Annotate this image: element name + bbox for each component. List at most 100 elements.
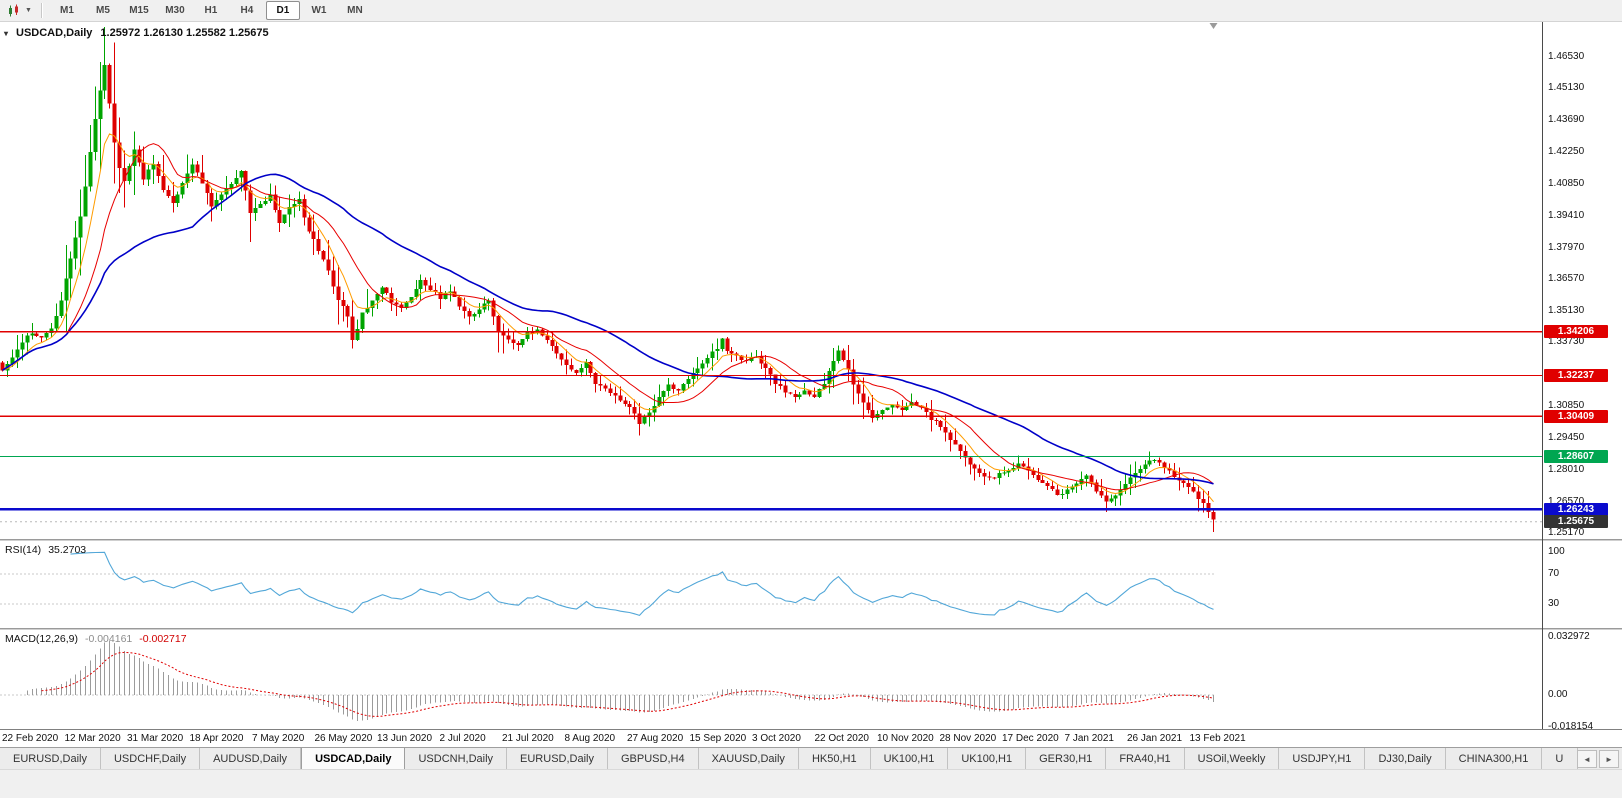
symbol-tab-usoil-weekly-13[interactable]: USOil,Weekly	[1184, 748, 1280, 769]
symbol-tab-label: USOil,Weekly	[1197, 752, 1266, 765]
timeframe-button-w1[interactable]: W1	[311, 5, 327, 16]
price-axis-separator	[1542, 22, 1543, 729]
macd-main-value: -0.004161	[84, 633, 133, 645]
price-axis-label: 1.46530	[1548, 51, 1585, 62]
price-axis-label: 1.39410	[1548, 209, 1585, 221]
symbol-tab-hk50-h1-8[interactable]: HK50,H1	[798, 748, 871, 769]
resistance-line-badge[interactable]: 1.32237	[1544, 369, 1608, 382]
symbol-tab-label: DJ30,Daily	[1378, 752, 1432, 765]
price-axis-label: 1.43690	[1548, 114, 1585, 126]
price-axis-label: 1.30850	[1548, 400, 1585, 412]
symbol-tab-label: USDCAD,Daily	[315, 752, 392, 765]
symbol-tab-label: GBPUSD,H4	[621, 752, 685, 765]
rsi-indicator-chart[interactable]	[0, 541, 1542, 628]
macd-label: MACD(12,26,9) -0.004161 -0.002717	[5, 633, 187, 645]
symbol-tab-china300-h1-16[interactable]: CHINA300,H1	[1445, 748, 1543, 769]
symbol-tab-label: HK50,H1	[811, 752, 857, 765]
date-axis-label: 31 Mar 2020	[127, 733, 184, 744]
toolbar-caret-icon[interactable]: ▼	[25, 7, 32, 14]
date-axis-label: 22 Oct 2020	[814, 733, 869, 744]
symbol-tab-dj30-daily-15[interactable]: DJ30,Daily	[1365, 748, 1446, 769]
date-axis-label: 28 Nov 2020	[939, 733, 997, 744]
symbol-tab-label: CHINA300,H1	[1458, 752, 1529, 765]
rsi-value: 35.2703	[48, 544, 87, 556]
symbol-tab-usdcnh-daily-4[interactable]: USDCNH,Daily	[405, 748, 508, 769]
timeframe-button-m1[interactable]: M1	[59, 5, 74, 16]
price-axis-label: 1.29450	[1548, 431, 1585, 443]
price-axis-label: 1.42250	[1548, 146, 1585, 158]
date-axis-label: 18 Apr 2020	[189, 733, 244, 744]
macd-axis-label: -0.018154	[1548, 721, 1594, 732]
price-axis-label: 1.35130	[1548, 305, 1585, 317]
support-line-badge[interactable]: 1.26243	[1544, 502, 1608, 516]
timeframe-button-m30[interactable]: M30	[165, 5, 185, 16]
timeframe-button-d1[interactable]: D1	[265, 1, 300, 20]
date-axis-label: 21 Jul 2020	[502, 733, 554, 744]
symbol-tab-usdjpy-h1-14[interactable]: USDJPY,H1	[1279, 748, 1366, 769]
symbol-tab-ger30-h1-11[interactable]: GER30,H1	[1026, 748, 1107, 769]
toolbar-separator	[40, 3, 43, 18]
main-price-chart[interactable]	[0, 22, 1542, 539]
resistance-line-badge[interactable]: 1.34206	[1544, 325, 1608, 339]
chart-style-icon[interactable]	[4, 2, 24, 20]
candlestick-glyph	[9, 4, 18, 16]
status-strip	[0, 769, 1622, 798]
resistance-line-badge[interactable]: 1.30409	[1544, 409, 1608, 423]
macd-signal-value: -0.002717	[139, 633, 187, 645]
price-axis-label: 1.26570	[1548, 495, 1585, 507]
symbol-tab-uk100-h1-10[interactable]: UK100,H1	[948, 748, 1027, 769]
date-axis-label: 26 Jan 2021	[1127, 733, 1183, 744]
symbol-tab-label: U	[1555, 752, 1564, 765]
current-price-badge: 1.25675	[1544, 515, 1608, 529]
price-axis-label: 1.40850	[1548, 177, 1585, 189]
symbol-tab-gbpusd-h4-6[interactable]: GBPUSD,H4	[608, 748, 699, 769]
tabs-scroll-left-button[interactable]: ◄	[1577, 750, 1597, 768]
price-axis-label: 1.33730	[1548, 336, 1585, 348]
timeframe-button-m15[interactable]: M15	[129, 5, 149, 16]
symbol-tab-label: UK100,H1	[961, 752, 1013, 765]
symbol-tab-label: EURUSD,Daily	[520, 752, 594, 765]
symbol-tab-label: USDCNH,Daily	[418, 752, 494, 765]
price-axis-label: 1.25170	[1548, 527, 1585, 538]
rsi-label: RSI(14) 35.2703	[5, 544, 86, 556]
symbol-tab-audusd-daily-2[interactable]: AUDUSD,Daily	[200, 748, 302, 769]
timeframe-button-m5[interactable]: M5	[95, 5, 110, 16]
tab-navigation: ◄ ►	[1577, 750, 1619, 768]
panel-splitter[interactable]	[0, 628, 1622, 630]
symbol-tab-fra40-h1-12[interactable]: FRA40,H1	[1106, 748, 1185, 769]
symbol-tab-eurusd-daily-5[interactable]: EURUSD,Daily	[507, 748, 608, 769]
date-axis[interactable]: 22 Feb 2020 12 Mar 2020 31 Mar 2020 18 Apr …	[0, 729, 1622, 747]
macd-axis-label: 0.032972	[1548, 631, 1590, 642]
symbol-tab-usdcad-daily-3[interactable]: USDCAD,Daily	[301, 748, 406, 769]
macd-axis-label: 0.00	[1548, 689, 1568, 701]
symbol-tab-uk100-h1-9[interactable]: UK100,H1	[870, 748, 949, 769]
symbol-tab-xauusd-daily-7[interactable]: XAUUSD,Daily	[698, 748, 799, 769]
chart-title: ▾ USDCAD,Daily 1.25972 1.26130 1.25582 1…	[4, 27, 269, 39]
timeframe-buttons-group: M1 M5 M15 M30 H1 H4 D1 W1 MN	[49, 1, 373, 20]
date-axis-label: 15 Sep 2020	[689, 733, 747, 744]
symbol-tab-label: EURUSD,Daily	[13, 752, 87, 765]
symbol-tab-label: XAUUSD,Daily	[711, 752, 785, 765]
price-axis-label: 1.36570	[1548, 272, 1585, 284]
timeframe-button-h1[interactable]: H1	[204, 5, 218, 16]
date-axis-label: 22 Feb 2020	[2, 733, 59, 744]
date-axis-label: 3 Oct 2020	[752, 733, 801, 744]
symbol-tab-eurusd-daily-0[interactable]: EURUSD,Daily	[0, 748, 101, 769]
macd-indicator-chart[interactable]	[0, 630, 1542, 729]
timeframe-button-mn[interactable]: MN	[347, 5, 363, 16]
symbol-tab-usdchf-daily-1[interactable]: USDCHF,Daily	[100, 748, 201, 769]
date-axis-label: 10 Nov 2020	[877, 733, 934, 744]
timeframe-button-h4[interactable]: H4	[240, 5, 254, 16]
date-axis-label: 26 May 2020	[314, 733, 373, 744]
symbol-tab-label: USDCHF,Daily	[113, 752, 187, 765]
chart-marker-icon: ▾	[4, 28, 9, 38]
symbol-tab-u-17[interactable]: U	[1542, 748, 1578, 769]
date-axis-label: 12 Mar 2020	[64, 733, 121, 744]
price-axis-label: 1.28010	[1548, 463, 1585, 475]
support-line-badge[interactable]: 1.28607	[1544, 449, 1608, 463]
date-axis-label: 17 Dec 2020	[1002, 733, 1059, 744]
date-axis-label: 13 Feb 2021	[1189, 733, 1246, 744]
tabs-scroll-right-button[interactable]: ►	[1599, 750, 1619, 768]
panel-splitter[interactable]	[0, 539, 1622, 541]
